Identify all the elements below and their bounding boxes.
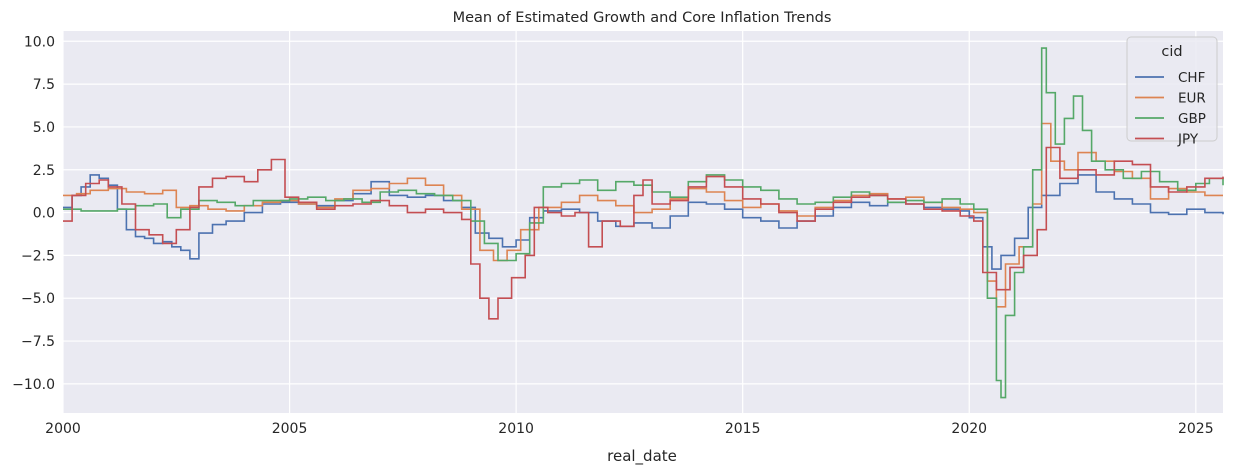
y-tick-label: −10.0 — [12, 377, 55, 393]
x-axis-title: real_date — [607, 447, 677, 466]
plot-area — [63, 31, 1223, 413]
x-tick-label: 2025 — [1178, 421, 1214, 437]
x-tick-label: 2010 — [498, 421, 534, 437]
legend-label-eur: EUR — [1178, 91, 1206, 107]
chart-title: Mean of Estimated Growth and Core Inflat… — [453, 10, 832, 26]
x-tick-label: 2020 — [951, 421, 987, 437]
series-line-gbp — [63, 47, 1224, 399]
y-tick-label: 7.5 — [33, 77, 55, 93]
y-tick-label: 2.5 — [33, 163, 55, 179]
series-lines — [63, 47, 1224, 399]
x-tick-label: 2000 — [45, 421, 81, 437]
legend: cid CHF EUR GBP JPY — [1126, 36, 1218, 148]
x-tick-label: 2005 — [272, 421, 308, 437]
series-line-jpy — [63, 146, 1224, 320]
y-tick-label: 10.0 — [24, 34, 55, 50]
x-axis-ticks: 2000 2005 2010 2015 2020 2025 — [45, 421, 1213, 437]
legend-box — [1126, 36, 1218, 142]
y-tick-label: −7.5 — [21, 334, 55, 350]
legend-label-jpy: JPY — [1177, 132, 1199, 148]
y-tick-label: 5.0 — [33, 120, 55, 136]
y-axis-ticks: 10.0 7.5 5.0 2.5 0.0 −2.5 −5.0 −7.5 −10.0 — [12, 34, 55, 393]
series-line-eur — [63, 122, 1223, 308]
legend-label-gbp: GBP — [1178, 111, 1206, 127]
y-tick-label: −5.0 — [21, 291, 55, 307]
legend-items: CHF EUR GBP JPY — [1135, 70, 1206, 148]
legend-title: cid — [1161, 44, 1182, 60]
y-tick-label: 0.0 — [33, 206, 55, 222]
legend-label-chf: CHF — [1178, 70, 1205, 86]
x-tick-label: 2015 — [725, 421, 761, 437]
y-tick-label: −2.5 — [21, 248, 55, 264]
